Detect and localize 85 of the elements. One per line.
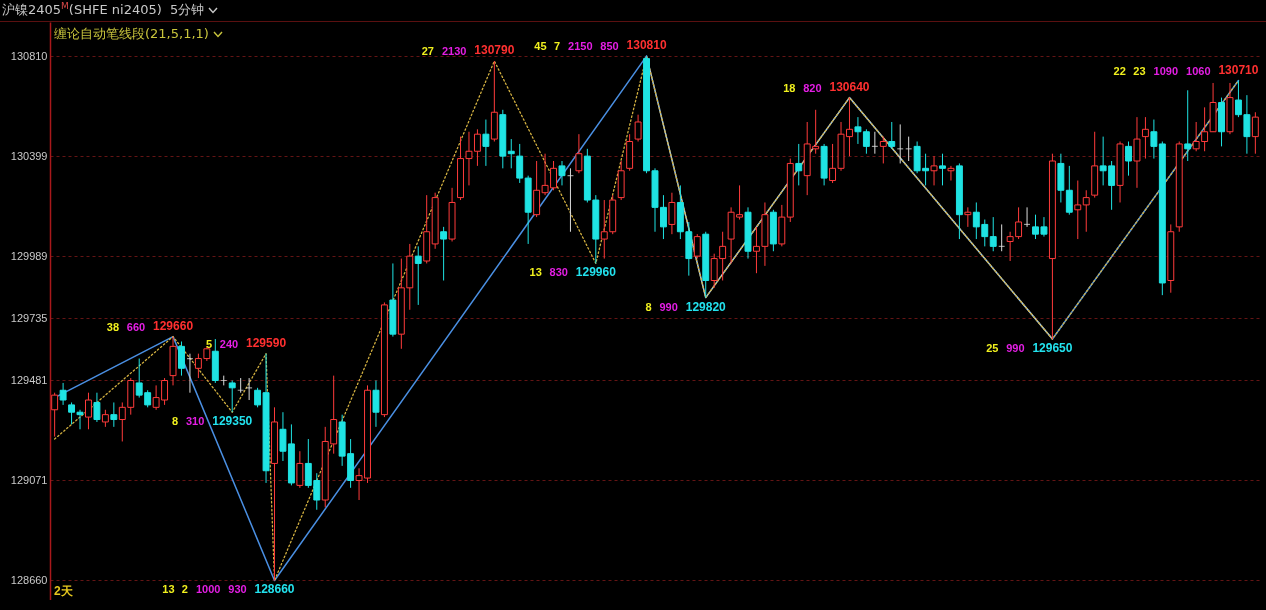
- y-tick-label: 128660: [10, 573, 48, 586]
- candlestick: [668, 192, 676, 235]
- candlestick: [1125, 141, 1132, 177]
- y-tick-label: 129481: [10, 373, 48, 386]
- candlestick: [558, 160, 566, 186]
- annotation: 1000: [195, 583, 221, 596]
- chart-title: 沪镍2405$^{M}$(SHFE ni2405) 5分钟: [2, 1, 205, 20]
- candlestick: [1082, 189, 1090, 233]
- candlestick: [1251, 111, 1259, 155]
- annotation: 13: [529, 266, 542, 279]
- candlestick: [372, 380, 380, 428]
- annotation: 128660: [254, 582, 295, 597]
- annotation: 660: [126, 320, 146, 333]
- annotation: 5: [205, 337, 213, 350]
- annotation: 1090: [1153, 64, 1179, 77]
- annotation: 45: [534, 40, 547, 53]
- candlestick: [178, 340, 185, 377]
- candlestick: [228, 380, 236, 413]
- annotation: 129650: [1032, 341, 1073, 356]
- annotation: 129350: [212, 414, 253, 429]
- candlestick: [1065, 165, 1073, 216]
- candlestick: [51, 392, 59, 438]
- y-tick-label: 130399: [10, 149, 48, 162]
- annotation: 7: [553, 40, 560, 53]
- annotation: 1060: [1186, 64, 1211, 77]
- annotation: 130640: [829, 79, 870, 94]
- annotation: 27: [421, 45, 434, 58]
- candlestick: [516, 143, 524, 184]
- annotation: 820: [803, 81, 822, 94]
- annotation: 2天: [54, 584, 74, 598]
- chart-subtitle: 缠论自动笔线段(21,5,1,1): [54, 25, 209, 43]
- annotation: 38: [106, 320, 120, 333]
- annotation: 8: [645, 300, 652, 313]
- candlestick: [888, 121, 896, 150]
- annotation: 130710: [1218, 62, 1259, 77]
- annotation: 8: [172, 415, 179, 428]
- annotation: 18: [783, 81, 796, 94]
- candlestick: [879, 136, 887, 164]
- candlestick: [1074, 180, 1082, 240]
- annotation: 129960: [575, 265, 617, 280]
- candlestick: [507, 138, 515, 169]
- candlestick: [795, 143, 803, 186]
- annotation: 130790: [474, 43, 515, 58]
- y-tick-label: 130810: [10, 49, 48, 62]
- annotation: 2: [181, 583, 188, 596]
- y-tick-label: 129735: [10, 311, 48, 324]
- candlestick: [989, 216, 997, 252]
- candlestick: [59, 382, 67, 406]
- annotation: 930: [228, 583, 247, 596]
- annotation: 990: [1006, 342, 1025, 355]
- annotation: 310: [185, 415, 205, 428]
- annotation: 2130: [441, 45, 467, 58]
- candlestick: [110, 401, 118, 428]
- annotation: 129590: [246, 335, 287, 350]
- annotation: 13: [162, 583, 175, 596]
- candlestick: [296, 450, 304, 489]
- candlestick: [1150, 119, 1158, 160]
- candlestick: [634, 114, 642, 142]
- candlestick: [440, 226, 448, 282]
- annotation: 25: [986, 342, 999, 355]
- candlestick: [930, 155, 938, 186]
- candlestick: [85, 392, 92, 430]
- annotation: 22: [1113, 64, 1126, 77]
- candlestick: [1184, 89, 1192, 162]
- candlestick: [939, 153, 946, 186]
- annotation: 130810: [626, 38, 667, 53]
- annotation: 240: [219, 337, 239, 350]
- y-tick-label: 129989: [10, 249, 48, 262]
- annotation: 23: [1133, 64, 1146, 77]
- candlestick: [575, 133, 583, 174]
- candlestick: [947, 165, 955, 182]
- candlestick: [414, 245, 422, 306]
- candlestick: [1141, 116, 1149, 160]
- annotation: 850: [600, 40, 619, 53]
- annotation: 129820: [685, 299, 727, 314]
- annotation: 830: [549, 266, 568, 279]
- candlestick: [693, 233, 701, 260]
- candlestick: [964, 206, 972, 228]
- annotation: 129660: [153, 318, 194, 333]
- candlestick: [482, 119, 490, 167]
- candlestick: [93, 392, 101, 423]
- candlestick: [1133, 116, 1141, 189]
- y-tick-label: 129071: [10, 473, 48, 486]
- annotation: 990: [659, 300, 678, 313]
- annotation: 2150: [568, 40, 593, 53]
